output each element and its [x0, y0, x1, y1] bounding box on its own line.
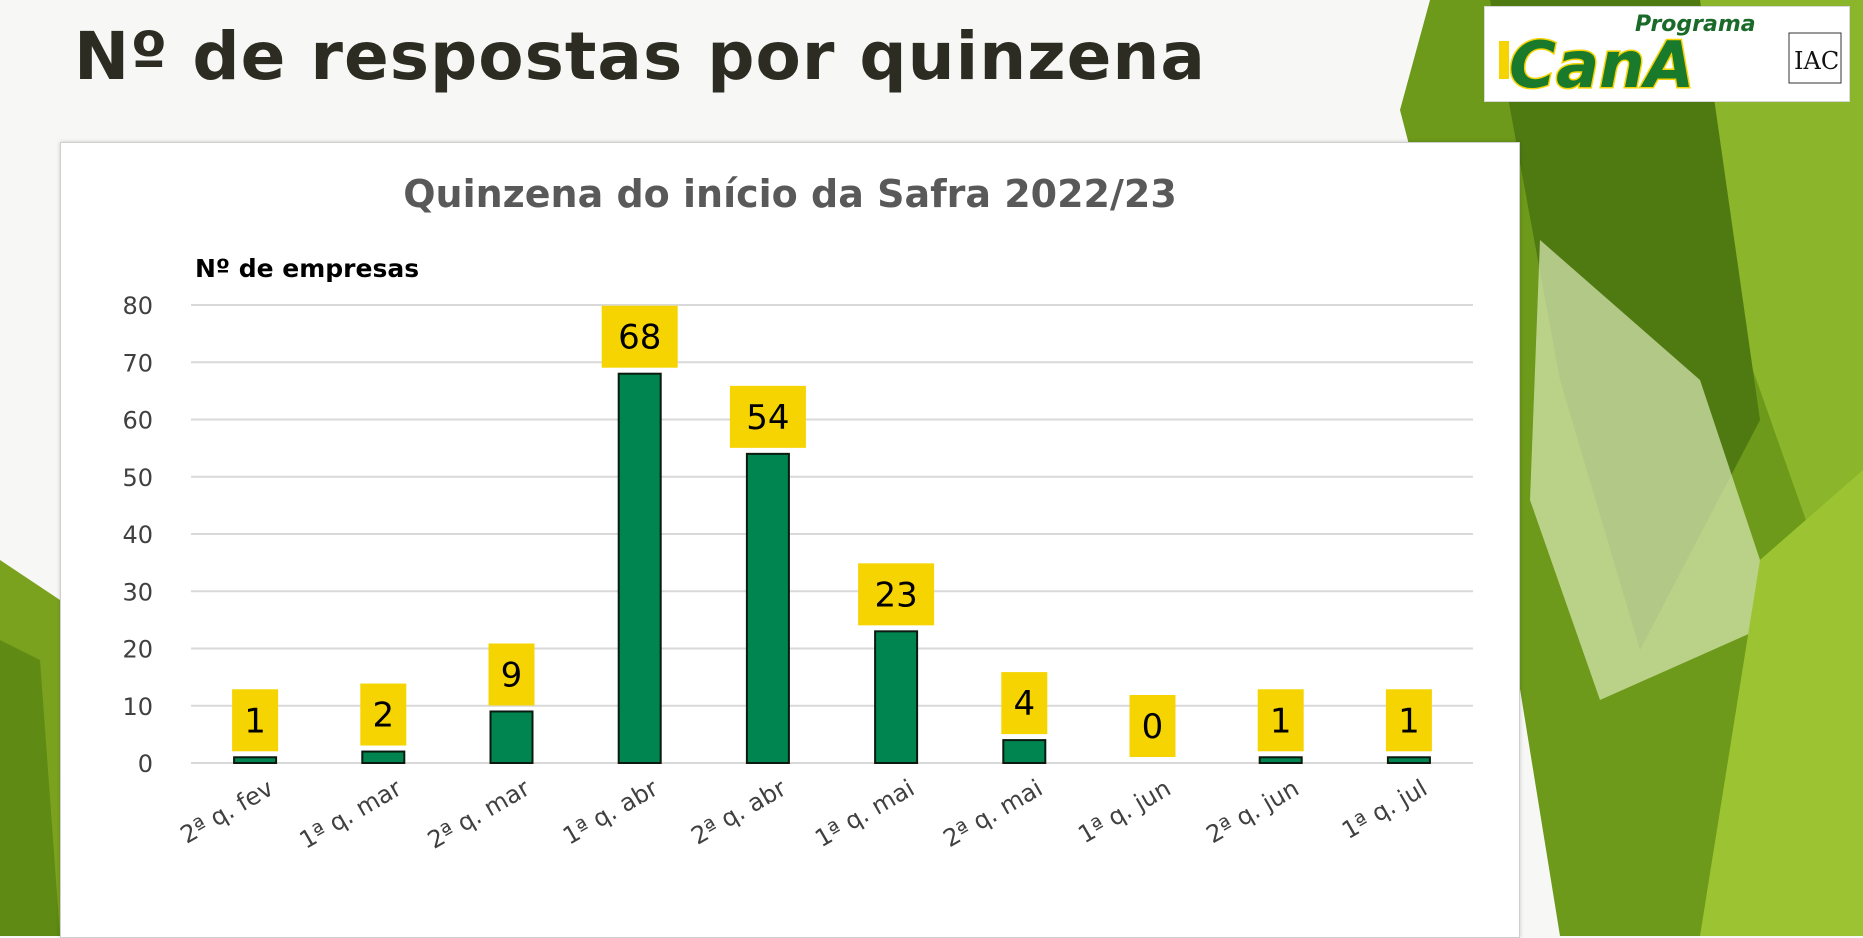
bar: [1258, 756, 1303, 765]
bar-chart: Quinzena do início da Safra 2022/23 Nº d…: [122, 172, 1473, 855]
y-tick-label: 20: [122, 636, 153, 664]
data-label-box: [1385, 689, 1432, 752]
green-shape-bottom: [1700, 470, 1863, 936]
green-shape-left-dark: [0, 640, 60, 936]
x-tick-label: 1ª q. jul: [1337, 774, 1432, 845]
data-label: 23: [874, 575, 917, 615]
data-label-box: [488, 643, 535, 706]
bar: [233, 756, 278, 765]
y-tick-label: 80: [122, 292, 153, 320]
y-tick-label: 70: [122, 349, 153, 377]
slide-title: Nº de respostas por quinzena: [74, 18, 1206, 95]
data-label: 1: [1270, 701, 1292, 741]
bar: [1386, 756, 1431, 765]
y-tick-label: 60: [122, 407, 153, 435]
x-tick-label: 1ª q. abr: [558, 774, 663, 851]
data-label: 68: [618, 318, 661, 358]
x-tick-label: 1ª q. jun: [1073, 774, 1175, 849]
bar: [1002, 739, 1047, 764]
y-tick-label: 10: [122, 693, 153, 721]
chart-title: Quinzena do início da Safra 2022/23: [403, 172, 1177, 216]
x-tick-label: 2ª q. mar: [423, 774, 535, 855]
logo-text-main: CanA: [1509, 29, 1694, 101]
data-label: 9: [501, 655, 523, 695]
data-label-box: [360, 683, 407, 746]
data-label: 54: [746, 398, 789, 438]
x-tick-label: 1ª q. mar: [295, 774, 407, 855]
data-label: 1: [1398, 701, 1420, 741]
logo-text-top: Programa: [1635, 12, 1756, 37]
x-tick-label: 2ª q. fev: [176, 774, 278, 849]
data-label-box: [1257, 689, 1304, 752]
chart-panel: Quinzena do início da Safra 2022/23 Nº d…: [60, 142, 1520, 938]
x-tick-label: 2ª q. jun: [1202, 774, 1304, 849]
data-labels: 1 2 9 68 54 23 4 0 1 1: [232, 305, 1432, 757]
data-label-box: [232, 689, 279, 752]
bars: [233, 372, 1431, 765]
programa-cana-logo: Programa CanA IAC: [1484, 6, 1850, 105]
logo-text-side: IAC: [1794, 47, 1839, 75]
y-tick-label: 50: [122, 464, 153, 492]
data-label: 1: [244, 701, 266, 741]
data-label-box: [729, 385, 806, 448]
y-axis-ticks: 0 10 20 30 40 50 60 70 80: [122, 292, 153, 778]
bar: [489, 710, 534, 764]
logo-graphic: Programa CanA IAC: [1499, 12, 1842, 105]
bar: [617, 372, 662, 764]
y-tick-label: 40: [122, 521, 153, 549]
y-tick-label: 30: [122, 578, 153, 606]
x-tick-label: 1ª q. mai: [810, 774, 919, 853]
data-label-box: [1129, 695, 1176, 757]
data-label: 0: [1142, 707, 1164, 747]
data-label-box: [1001, 672, 1048, 735]
data-label-box: [858, 563, 935, 626]
bar: [745, 452, 790, 764]
data-label: 4: [1013, 684, 1035, 724]
data-label: 2: [372, 696, 394, 736]
y-axis-label: Nº de empresas: [195, 254, 419, 283]
bar: [874, 630, 919, 765]
bar: [361, 750, 406, 764]
x-axis-ticks: 2ª q. fev 1ª q. mar 2ª q. mar 1ª q. abr 2ª q…: [176, 774, 1432, 855]
data-label-box: [601, 305, 678, 368]
x-tick-label: 2ª q. mai: [939, 774, 1048, 853]
y-tick-label: 0: [138, 750, 153, 778]
green-shape-highlight: [1530, 240, 1780, 700]
x-tick-label: 2ª q. abr: [686, 774, 791, 851]
